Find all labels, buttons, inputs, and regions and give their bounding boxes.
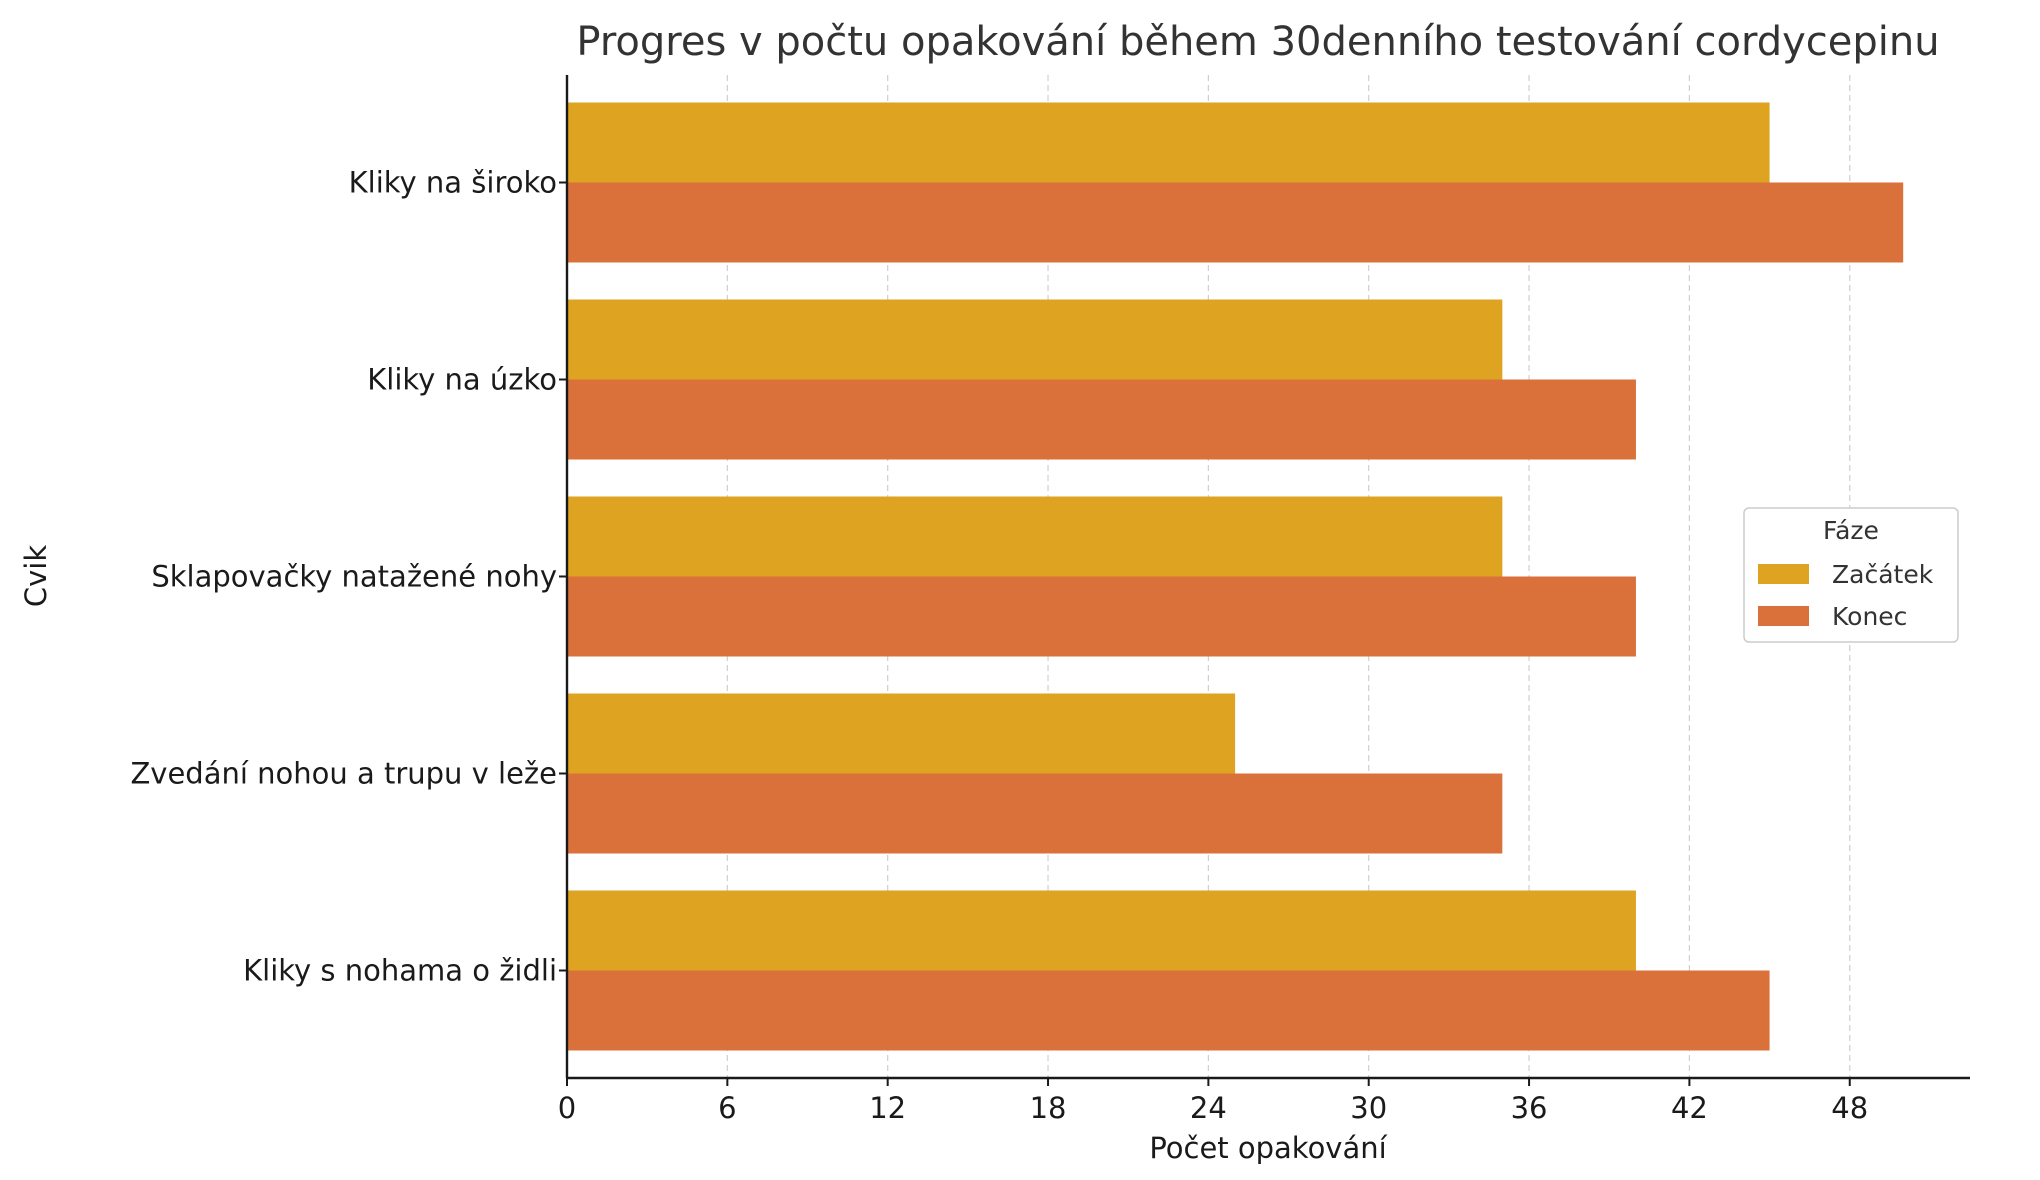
y-tick-label: Kliky na úzko	[367, 363, 557, 397]
bar-zacatek	[567, 102, 1770, 183]
y-tick-label: Sklapovačky natažené nohy	[151, 560, 557, 594]
bar-zacatek	[567, 299, 1503, 380]
bar-konec	[567, 182, 1904, 263]
legend-label-konec: Konec	[1832, 602, 1907, 631]
bar-konec	[567, 970, 1770, 1051]
bar-zacatek	[567, 496, 1503, 577]
x-tick-label: 36	[1511, 1091, 1548, 1125]
x-tick-label: 30	[1350, 1091, 1387, 1125]
y-tick-labels: Kliky na široko Kliky na úzko Sklapovačky …	[130, 166, 567, 988]
bar-konec	[567, 576, 1636, 657]
x-tick-labels: 0 6 12 18 24 30 36 42 48	[558, 1078, 1868, 1125]
x-tick-label: 6	[718, 1091, 736, 1125]
bar-zacatek	[567, 890, 1636, 971]
bar-konec	[567, 773, 1503, 854]
bar-zacatek	[567, 693, 1236, 774]
y-axis-label: Cvik	[19, 545, 53, 607]
legend-label-zacatek: Začátek	[1832, 560, 1934, 589]
y-tick-label: Kliky na široko	[349, 166, 557, 200]
x-tick-label: 12	[869, 1091, 906, 1125]
x-tick-label: 24	[1190, 1091, 1227, 1125]
y-tick-label: Zvedání nohou a trupu v leže	[130, 757, 557, 791]
legend-swatch-zacatek	[1758, 564, 1809, 584]
bar-konec	[567, 379, 1636, 460]
x-tick-label: 48	[1831, 1091, 1868, 1125]
legend-title: Fáze	[1823, 516, 1879, 545]
x-tick-label: 42	[1671, 1091, 1708, 1125]
x-tick-label: 0	[558, 1091, 576, 1125]
chart-title: Progres v počtu opakování během 30denníh…	[576, 19, 1939, 65]
x-axis-label: Počet opakování	[1149, 1131, 1387, 1165]
x-tick-label: 18	[1030, 1091, 1067, 1125]
y-tick-label: Kliky s nohama o židli	[243, 954, 557, 988]
legend: Fáze Začátek Konec	[1743, 507, 1959, 643]
bars	[567, 102, 1904, 1051]
legend-swatch-konec	[1758, 606, 1809, 626]
